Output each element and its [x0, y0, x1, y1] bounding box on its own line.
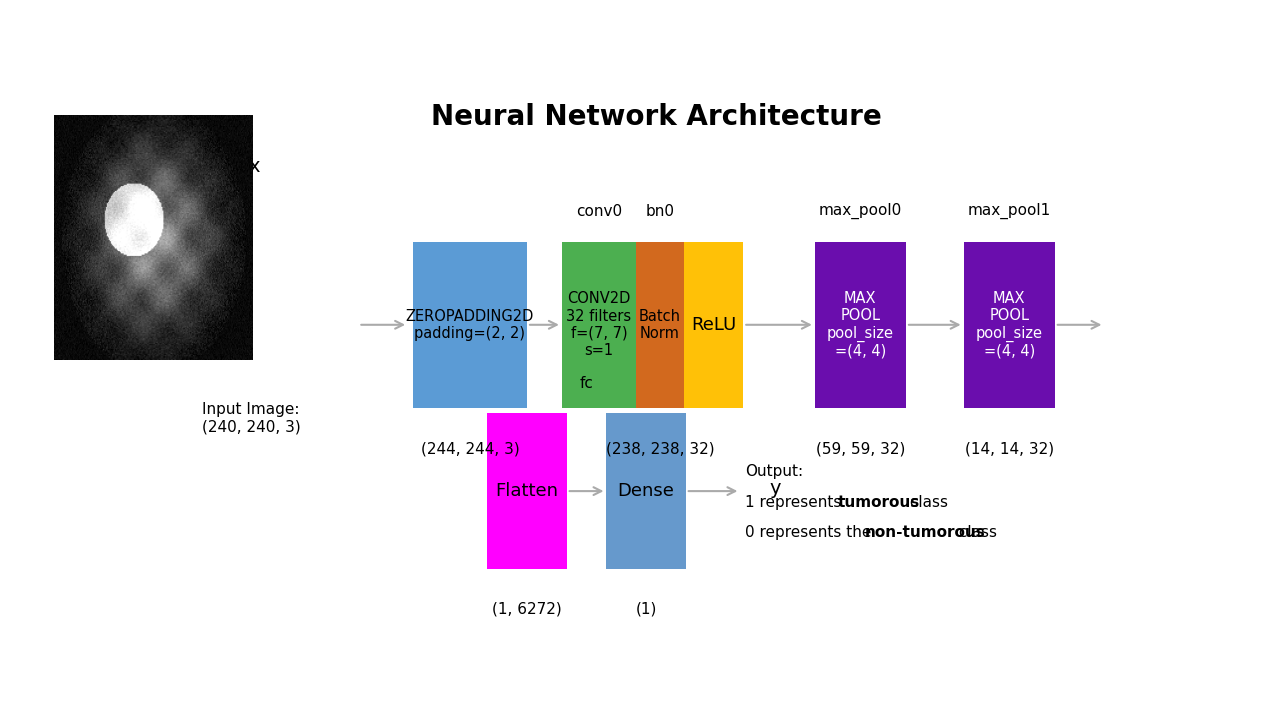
Bar — [413, 242, 527, 408]
Text: Output:: Output: — [745, 464, 804, 480]
Bar — [562, 242, 636, 408]
Text: non-tumorous: non-tumorous — [864, 525, 986, 540]
Text: Dense: Dense — [618, 482, 675, 500]
Bar — [964, 242, 1055, 408]
Text: MAX
POOL
pool_size
=(4, 4): MAX POOL pool_size =(4, 4) — [975, 291, 1043, 359]
Text: tumorous: tumorous — [837, 495, 920, 510]
Text: x: x — [248, 157, 260, 176]
Text: max_pool0: max_pool0 — [819, 203, 902, 220]
Text: max_pool1: max_pool1 — [968, 203, 1051, 220]
Text: Batch
Norm: Batch Norm — [639, 309, 681, 341]
Text: Input Image:
(240, 240, 3): Input Image: (240, 240, 3) — [202, 402, 301, 435]
Text: ZEROPADDING2D
padding=(2, 2): ZEROPADDING2D padding=(2, 2) — [406, 309, 534, 341]
Text: (14, 14, 32): (14, 14, 32) — [965, 441, 1053, 456]
Text: (59, 59, 32): (59, 59, 32) — [815, 441, 905, 456]
Text: y: y — [769, 479, 781, 498]
Text: class: class — [954, 525, 997, 540]
Text: MAX
POOL
pool_size
=(4, 4): MAX POOL pool_size =(4, 4) — [827, 291, 893, 359]
Text: (1, 6272): (1, 6272) — [493, 602, 562, 617]
Bar — [636, 242, 684, 408]
Text: (1): (1) — [635, 602, 657, 617]
Text: class: class — [905, 495, 948, 510]
Text: (244, 244, 3): (244, 244, 3) — [421, 441, 520, 456]
Text: Flatten: Flatten — [495, 482, 558, 500]
Text: 1 represents: 1 represents — [745, 495, 846, 510]
Bar — [607, 413, 686, 569]
Text: 0 represents the: 0 represents the — [745, 525, 877, 540]
Bar — [815, 242, 906, 408]
Bar — [684, 242, 744, 408]
Text: fc: fc — [580, 377, 594, 391]
Text: CONV2D
32 filters
f=(7, 7)
s=1: CONV2D 32 filters f=(7, 7) s=1 — [566, 291, 631, 359]
Text: ReLU: ReLU — [691, 316, 736, 334]
Bar — [488, 413, 567, 569]
Text: bn0: bn0 — [645, 204, 675, 220]
Text: conv0: conv0 — [576, 204, 622, 220]
Text: Neural Network Architecture: Neural Network Architecture — [430, 103, 882, 131]
Text: (238, 238, 32): (238, 238, 32) — [605, 441, 714, 456]
